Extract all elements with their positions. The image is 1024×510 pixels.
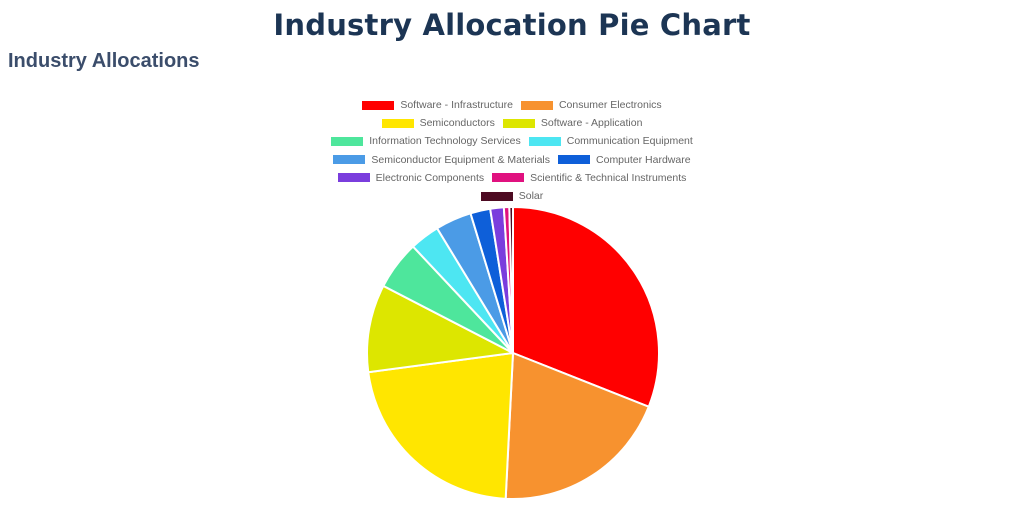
legend-item[interactable]: Semiconductor Equipment & Materials: [333, 151, 550, 169]
legend-item[interactable]: Software - Infrastructure: [362, 96, 513, 114]
legend-label: Semiconductors: [419, 117, 495, 130]
legend-swatch: [333, 155, 366, 165]
legend-swatch: [520, 100, 553, 110]
legend-item[interactable]: Semiconductors: [381, 114, 495, 132]
legend-swatch: [502, 118, 535, 128]
pie-chart: [366, 205, 660, 500]
legend-label: Software - Application: [540, 117, 643, 130]
pie-slice[interactable]: [504, 351, 651, 500]
legend-item[interactable]: Consumer Electronics: [520, 96, 662, 114]
section-heading: Industry Allocations: [8, 50, 200, 72]
legend-item[interactable]: Software - Application: [502, 114, 643, 132]
legend-label: Communication Equipment: [566, 135, 693, 148]
legend-label: Information Technology Services: [369, 135, 521, 148]
legend-swatch: [331, 136, 364, 146]
pie-slice[interactable]: [508, 205, 514, 354]
legend-label: Scientific & Technical Instruments: [530, 171, 687, 184]
pie-slice[interactable]: [366, 284, 517, 374]
chart-legend: Software - Infrastructure Consumer Electr…: [312, 96, 712, 205]
legend-swatch: [492, 173, 525, 183]
legend-swatch: [558, 155, 591, 165]
pie-slice[interactable]: [512, 205, 660, 409]
legend-swatch: [362, 100, 395, 110]
legend-item[interactable]: Information Technology Services: [331, 132, 521, 150]
legend-item[interactable]: Scientific & Technical Instruments: [492, 169, 686, 187]
legend-label: Electronic Components: [375, 171, 485, 184]
legend-item[interactable]: Electronic Components: [337, 169, 485, 187]
page-title: Industry Allocation Pie Chart: [273, 8, 751, 42]
pie-slice[interactable]: [367, 351, 515, 500]
legend-swatch: [381, 118, 414, 128]
legend-item[interactable]: Communication Equipment: [528, 132, 693, 150]
legend-label: Software - Infrastructure: [400, 99, 513, 112]
legend-swatch: [480, 191, 513, 201]
legend-item[interactable]: Computer Hardware: [558, 151, 691, 169]
legend-label: Computer Hardware: [596, 153, 691, 166]
legend-label: Consumer Electronics: [558, 99, 662, 112]
legend-label: Semiconductor Equipment & Materials: [371, 153, 551, 166]
legend-item[interactable]: Solar: [480, 187, 544, 205]
legend-swatch: [337, 173, 370, 183]
legend-swatch: [528, 136, 561, 146]
legend-label: Solar: [518, 190, 544, 203]
